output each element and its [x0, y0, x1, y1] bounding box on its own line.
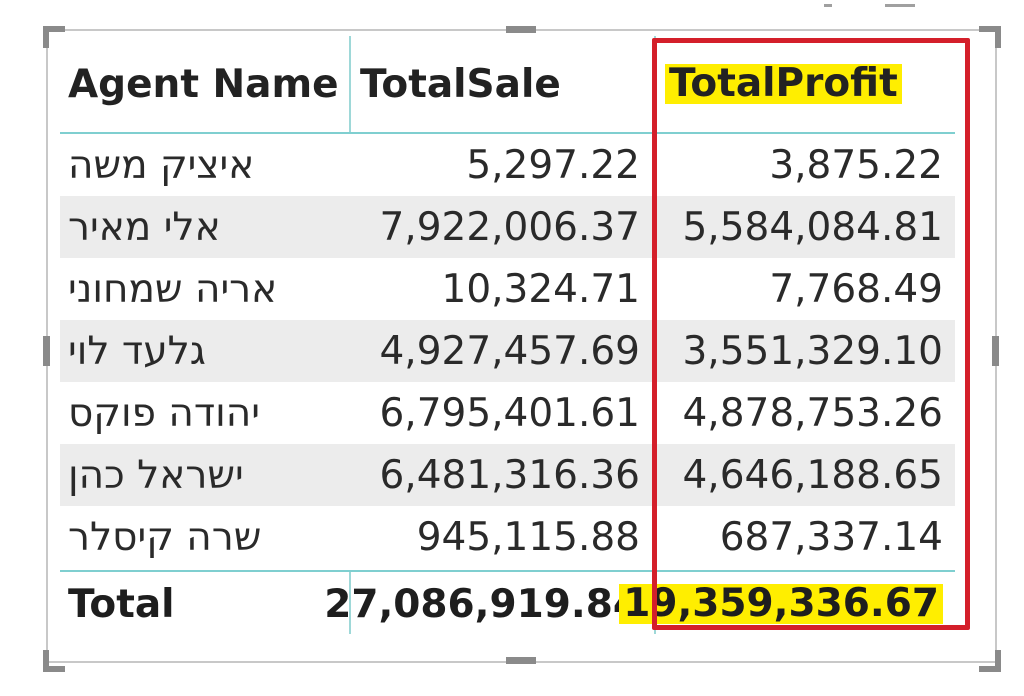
total-sale-cell: 6,481,316.36 [379, 452, 640, 498]
total-sale-cell: 5,297.22 [466, 142, 640, 188]
resize-handle-top[interactable] [506, 26, 536, 33]
agent-cell: אלי מאיר [68, 204, 221, 250]
total-label: Total [68, 581, 175, 627]
agent-cell: שרה קיסלר [68, 514, 262, 560]
table-row[interactable]: אריה שמחוני 10,324.71 7,768.49 [60, 258, 955, 320]
agent-cell: אריה שמחוני [68, 266, 278, 312]
agent-cell: ישראל כהן [68, 452, 244, 498]
total-sale-cell: 7,922,006.37 [379, 204, 640, 250]
total-profit-sum: 19,359,336.67 [619, 572, 955, 636]
resize-corner-bottom-left[interactable] [43, 650, 65, 672]
column-divider[interactable] [349, 36, 351, 132]
total-profit-cell: 7,768.49 [769, 266, 943, 312]
agent-cell: יהודה פוקס [68, 390, 260, 436]
table-row[interactable]: אלי מאיר 7,922,006.37 5,584,084.81 [60, 196, 955, 258]
header-total-sale[interactable]: TotalSale [360, 36, 660, 132]
column-divider[interactable] [349, 570, 351, 634]
total-sale-cell: 6,795,401.61 [379, 390, 640, 436]
total-profit-cell: 687,337.14 [719, 514, 943, 560]
header-agent-name[interactable]: Agent Name [68, 36, 350, 132]
total-profit-cell: 3,551,329.10 [682, 328, 943, 374]
resize-handle-left[interactable] [43, 336, 50, 366]
table-total-row[interactable]: Total 27,086,919.84 19,359,336.67 [60, 570, 955, 636]
top-edge-glyph [824, 4, 832, 7]
total-profit-cell: 4,646,188.65 [682, 452, 943, 498]
header-total-profit-label: TotalProfit [665, 63, 902, 105]
resize-handle-bottom[interactable] [506, 657, 536, 664]
total-sale-cell: 4,927,457.69 [379, 328, 640, 374]
table-row[interactable]: יהודה פוקס 6,795,401.61 4,878,753.26 [60, 382, 955, 444]
header-total-profit[interactable]: TotalProfit [665, 36, 960, 132]
total-profit-cell: 3,875.22 [769, 142, 943, 188]
header-total-sale-label: TotalSale [360, 61, 561, 107]
header-agent-name-label: Agent Name [68, 61, 339, 107]
resize-corner-top-right[interactable] [979, 26, 1001, 48]
total-profit-sum-value: 19,359,336.67 [619, 583, 943, 625]
total-sale-cell: 945,115.88 [416, 514, 640, 560]
total-sale-cell: 10,324.71 [441, 266, 641, 312]
table-header-row: Agent Name TotalSale TotalProfit [60, 36, 955, 134]
total-sale-sum: 27,086,919.84 [324, 581, 640, 627]
top-edge-glyph [885, 4, 915, 7]
table-row[interactable]: שרה קיסלר 945,115.88 687,337.14 [60, 506, 955, 568]
table-row[interactable]: גלעד לוי 4,927,457.69 3,551,329.10 [60, 320, 955, 382]
table-row[interactable]: ישראל כהן 6,481,316.36 4,646,188.65 [60, 444, 955, 506]
table-row[interactable]: איציק משה 5,297.22 3,875.22 [60, 134, 955, 196]
agent-cell: גלעד לוי [68, 328, 206, 374]
agent-cell: איציק משה [68, 142, 255, 188]
resize-corner-top-left[interactable] [43, 26, 65, 48]
resize-handle-right[interactable] [992, 336, 999, 366]
total-profit-cell: 5,584,084.81 [682, 204, 943, 250]
resize-corner-bottom-right[interactable] [979, 650, 1001, 672]
total-profit-cell: 4,878,753.26 [682, 390, 943, 436]
